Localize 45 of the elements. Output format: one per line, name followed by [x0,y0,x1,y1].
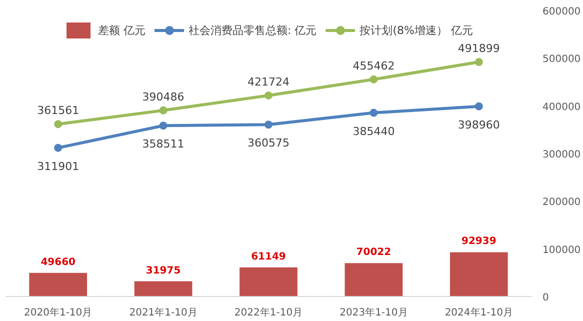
bar [29,272,88,296]
x-tick-label: 2024年1-10月 [444,306,513,318]
point [264,120,272,129]
x-tick-label: 2023年1-10月 [340,306,408,318]
y-tick-label: 100000 [542,244,581,256]
data-label: 61149 [251,251,286,262]
y-tick-label: 500000 [542,54,581,66]
data-label: 361561 [37,104,80,118]
y-tick-label: 300000 [542,150,581,160]
data-label: 390486 [142,90,184,104]
legend-label: 按计划(8%增速） 亿元 [360,22,473,38]
data-label: 311901 [37,160,80,173]
y-tick-label: 600000 [542,6,581,18]
x-tick-label: 2020年1-10月 [24,306,92,318]
y-tick-label: 400000 [542,102,581,113]
x-tick-label: 2022年1-10月 [234,306,303,318]
y-tick-label: 0 [542,292,549,304]
point [159,106,168,114]
bar [134,281,192,296]
legend-label: 差额 亿元 [98,22,146,38]
data-label: 491899 [458,42,500,56]
data-label: 455462 [352,59,395,72]
data-label: 421724 [248,75,290,88]
point [474,102,483,110]
bar [450,252,508,296]
x-tick-label: 2021年1-10月 [129,306,198,318]
legend-label: 社会消费品零售总额: 亿元 [188,22,317,38]
data-label: 92939 [462,236,496,248]
data-label: 31975 [146,265,181,276]
bar [240,267,298,296]
y-tick-label: 200000 [542,197,581,208]
point [370,75,378,84]
data-label: 49660 [40,256,76,268]
point [54,120,62,128]
bar [344,263,403,296]
data-label: 398960 [458,118,500,132]
point [54,144,62,152]
point [370,108,378,117]
point [474,58,483,66]
data-label: 70022 [356,247,392,258]
data-label: 358511 [142,138,184,151]
data-label: 385440 [352,124,395,138]
point [159,122,168,130]
data-label: 360575 [248,136,290,150]
point [264,91,272,100]
